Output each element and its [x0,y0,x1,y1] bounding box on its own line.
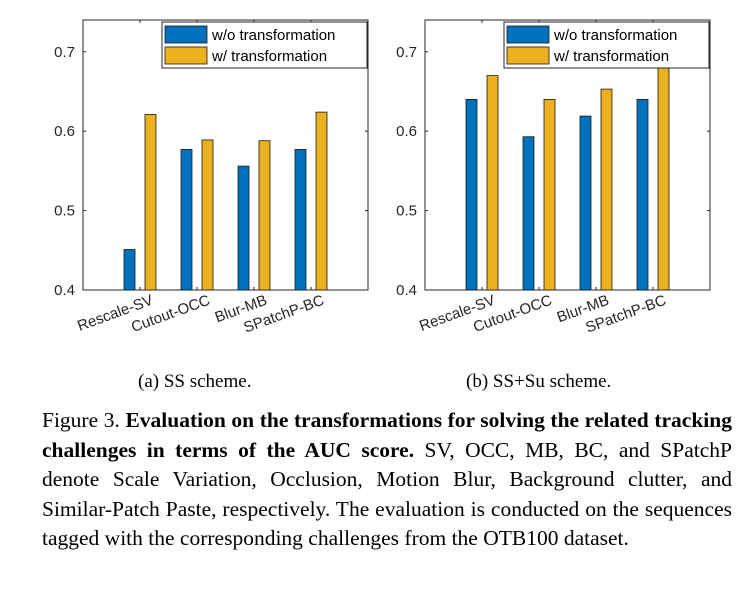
y-tick-label: 0.7 [396,44,417,61]
legend-swatch [506,25,550,44]
caption-prefix: Figure 3. [42,408,126,432]
legend-label: w/o transformation [211,27,335,44]
y-tick-label: 0.6 [396,123,417,140]
legend-swatch [164,46,208,65]
bar-without-transformation [522,136,535,291]
caption-body: SV, OCC, MB, BC, and SPatchP denote Scal… [42,437,732,551]
bar-with-transformation [258,140,271,291]
subcaption-b: (b) SS+Su scheme. [466,371,612,392]
bar-with-transformation [600,88,613,291]
figure-caption: Figure 3. Evaluation on the transformati… [42,406,732,554]
bar-without-transformation [294,149,307,291]
bar-without-transformation [465,99,478,291]
legend-swatch [164,25,208,44]
bar-without-transformation [237,165,250,291]
bar-with-transformation [657,56,670,291]
legend-label: w/ transformation [211,48,327,65]
y-tick-label: 0.4 [396,282,417,299]
axes-box [82,19,369,291]
bar-with-transformation [144,114,157,291]
y-tick-label: 0.5 [54,203,75,220]
y-tick-label: 0.7 [54,44,75,61]
legend-label: w/ transformation [553,48,669,65]
bar-without-transformation [579,115,592,291]
legend-swatch [506,46,550,65]
bar-without-transformation [123,249,136,291]
y-tick-label: 0.6 [54,123,75,140]
bar-with-transformation [543,99,556,291]
y-tick-label: 0.5 [396,203,417,220]
bar-without-transformation [636,99,649,291]
legend-label: w/o transformation [553,27,677,44]
bar-with-transformation [201,139,214,291]
subcaption-a: (a) SS scheme. [138,371,252,392]
bar-without-transformation [180,149,193,291]
bar-with-transformation [315,111,328,291]
axes-box [424,19,711,291]
caption-bold: Evaluation on the transformations for so… [42,408,732,462]
bar-with-transformation [486,75,499,291]
y-tick-label: 0.4 [54,282,75,299]
